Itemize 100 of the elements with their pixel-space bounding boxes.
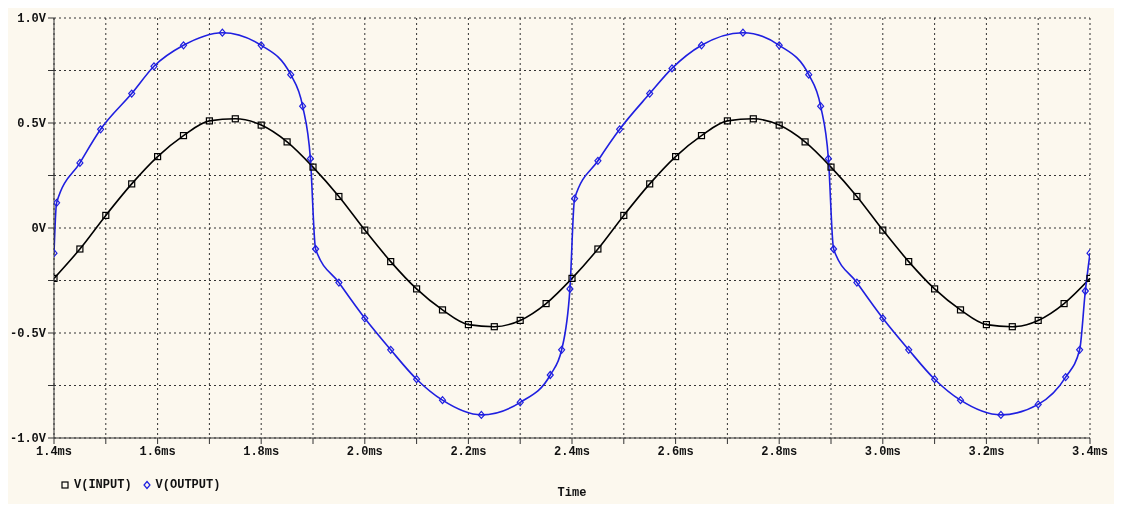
point <box>477 410 485 419</box>
point <box>218 28 226 37</box>
point <box>827 163 835 171</box>
point <box>879 314 887 323</box>
point <box>1076 345 1084 354</box>
point <box>853 278 861 287</box>
point <box>283 138 291 146</box>
point <box>1062 373 1070 382</box>
point <box>306 154 315 163</box>
point <box>257 41 265 50</box>
point <box>668 64 676 73</box>
point <box>387 258 395 266</box>
point <box>775 121 783 129</box>
point <box>568 274 576 282</box>
x-tick-label: 2.6ms <box>657 444 694 459</box>
x-tick-label: 2.2ms <box>450 444 487 459</box>
x-tick-label: 2.0ms <box>346 444 383 459</box>
point <box>309 163 317 171</box>
x-tick-label: 2.8ms <box>761 444 798 459</box>
point <box>805 70 813 79</box>
point <box>335 278 343 287</box>
point <box>723 117 731 125</box>
point <box>853 192 861 201</box>
point <box>672 153 680 161</box>
legend-label: V(OUTPUT) <box>155 478 221 492</box>
point <box>361 226 369 234</box>
y-tick-label: 1.0V <box>17 12 47 27</box>
point <box>594 156 602 165</box>
point <box>1034 400 1042 409</box>
y-tick-label: 0V <box>31 222 47 237</box>
x-tick-label: 3.2ms <box>968 444 1005 459</box>
point <box>464 321 472 329</box>
point <box>102 211 110 219</box>
x-tick-label: 3.4ms <box>1071 444 1109 459</box>
point <box>570 194 579 203</box>
point <box>205 117 213 125</box>
x-tick-label: 1.8ms <box>243 444 280 459</box>
point <box>566 284 574 293</box>
point <box>594 245 602 253</box>
point <box>905 345 913 354</box>
point <box>361 314 369 323</box>
point <box>905 258 913 266</box>
point <box>997 410 1005 419</box>
point <box>154 153 162 161</box>
point <box>558 345 566 354</box>
x-tick-label: 1.4ms <box>35 444 73 459</box>
point <box>97 125 105 134</box>
point <box>150 62 158 71</box>
point <box>817 102 825 111</box>
point <box>956 396 965 405</box>
point <box>829 244 838 254</box>
point <box>956 306 965 314</box>
point <box>739 28 747 37</box>
point <box>546 370 554 380</box>
point <box>1034 316 1042 324</box>
point <box>490 323 498 331</box>
point <box>801 138 809 146</box>
point <box>128 89 136 98</box>
point <box>542 300 550 308</box>
point <box>179 41 188 50</box>
y-tick-label: 0.5V <box>17 117 47 132</box>
x-tick-label: 3.0ms <box>864 444 901 459</box>
point <box>620 211 628 219</box>
point <box>1060 300 1068 308</box>
y-tick-label: -1.0V <box>9 432 47 447</box>
point <box>335 192 343 201</box>
point <box>931 375 939 384</box>
legend-label: V(INPUT) <box>74 478 132 492</box>
point <box>646 180 654 188</box>
point <box>646 89 654 98</box>
point <box>749 115 757 123</box>
point <box>516 398 524 407</box>
x-tick-label: 2.4ms <box>553 444 591 459</box>
point <box>413 285 421 293</box>
point <box>54 198 61 207</box>
x-axis-title: Time <box>557 486 587 500</box>
point <box>76 245 84 253</box>
point <box>1008 323 1016 331</box>
point <box>616 125 624 134</box>
point <box>76 158 84 167</box>
point <box>413 375 421 384</box>
point <box>311 244 320 254</box>
point <box>931 285 939 293</box>
point <box>1081 286 1089 296</box>
point <box>299 102 307 111</box>
point <box>438 306 447 314</box>
point <box>128 180 136 188</box>
point <box>387 345 395 354</box>
point <box>879 226 887 234</box>
point <box>982 321 990 329</box>
point <box>516 316 524 324</box>
point <box>438 396 447 405</box>
point <box>257 121 265 129</box>
x-tick-label: 1.6ms <box>139 444 176 459</box>
point <box>697 41 706 50</box>
point <box>824 154 833 163</box>
point <box>287 70 295 79</box>
point <box>775 41 783 50</box>
point <box>697 132 706 140</box>
y-tick-label: -0.5V <box>9 327 47 342</box>
